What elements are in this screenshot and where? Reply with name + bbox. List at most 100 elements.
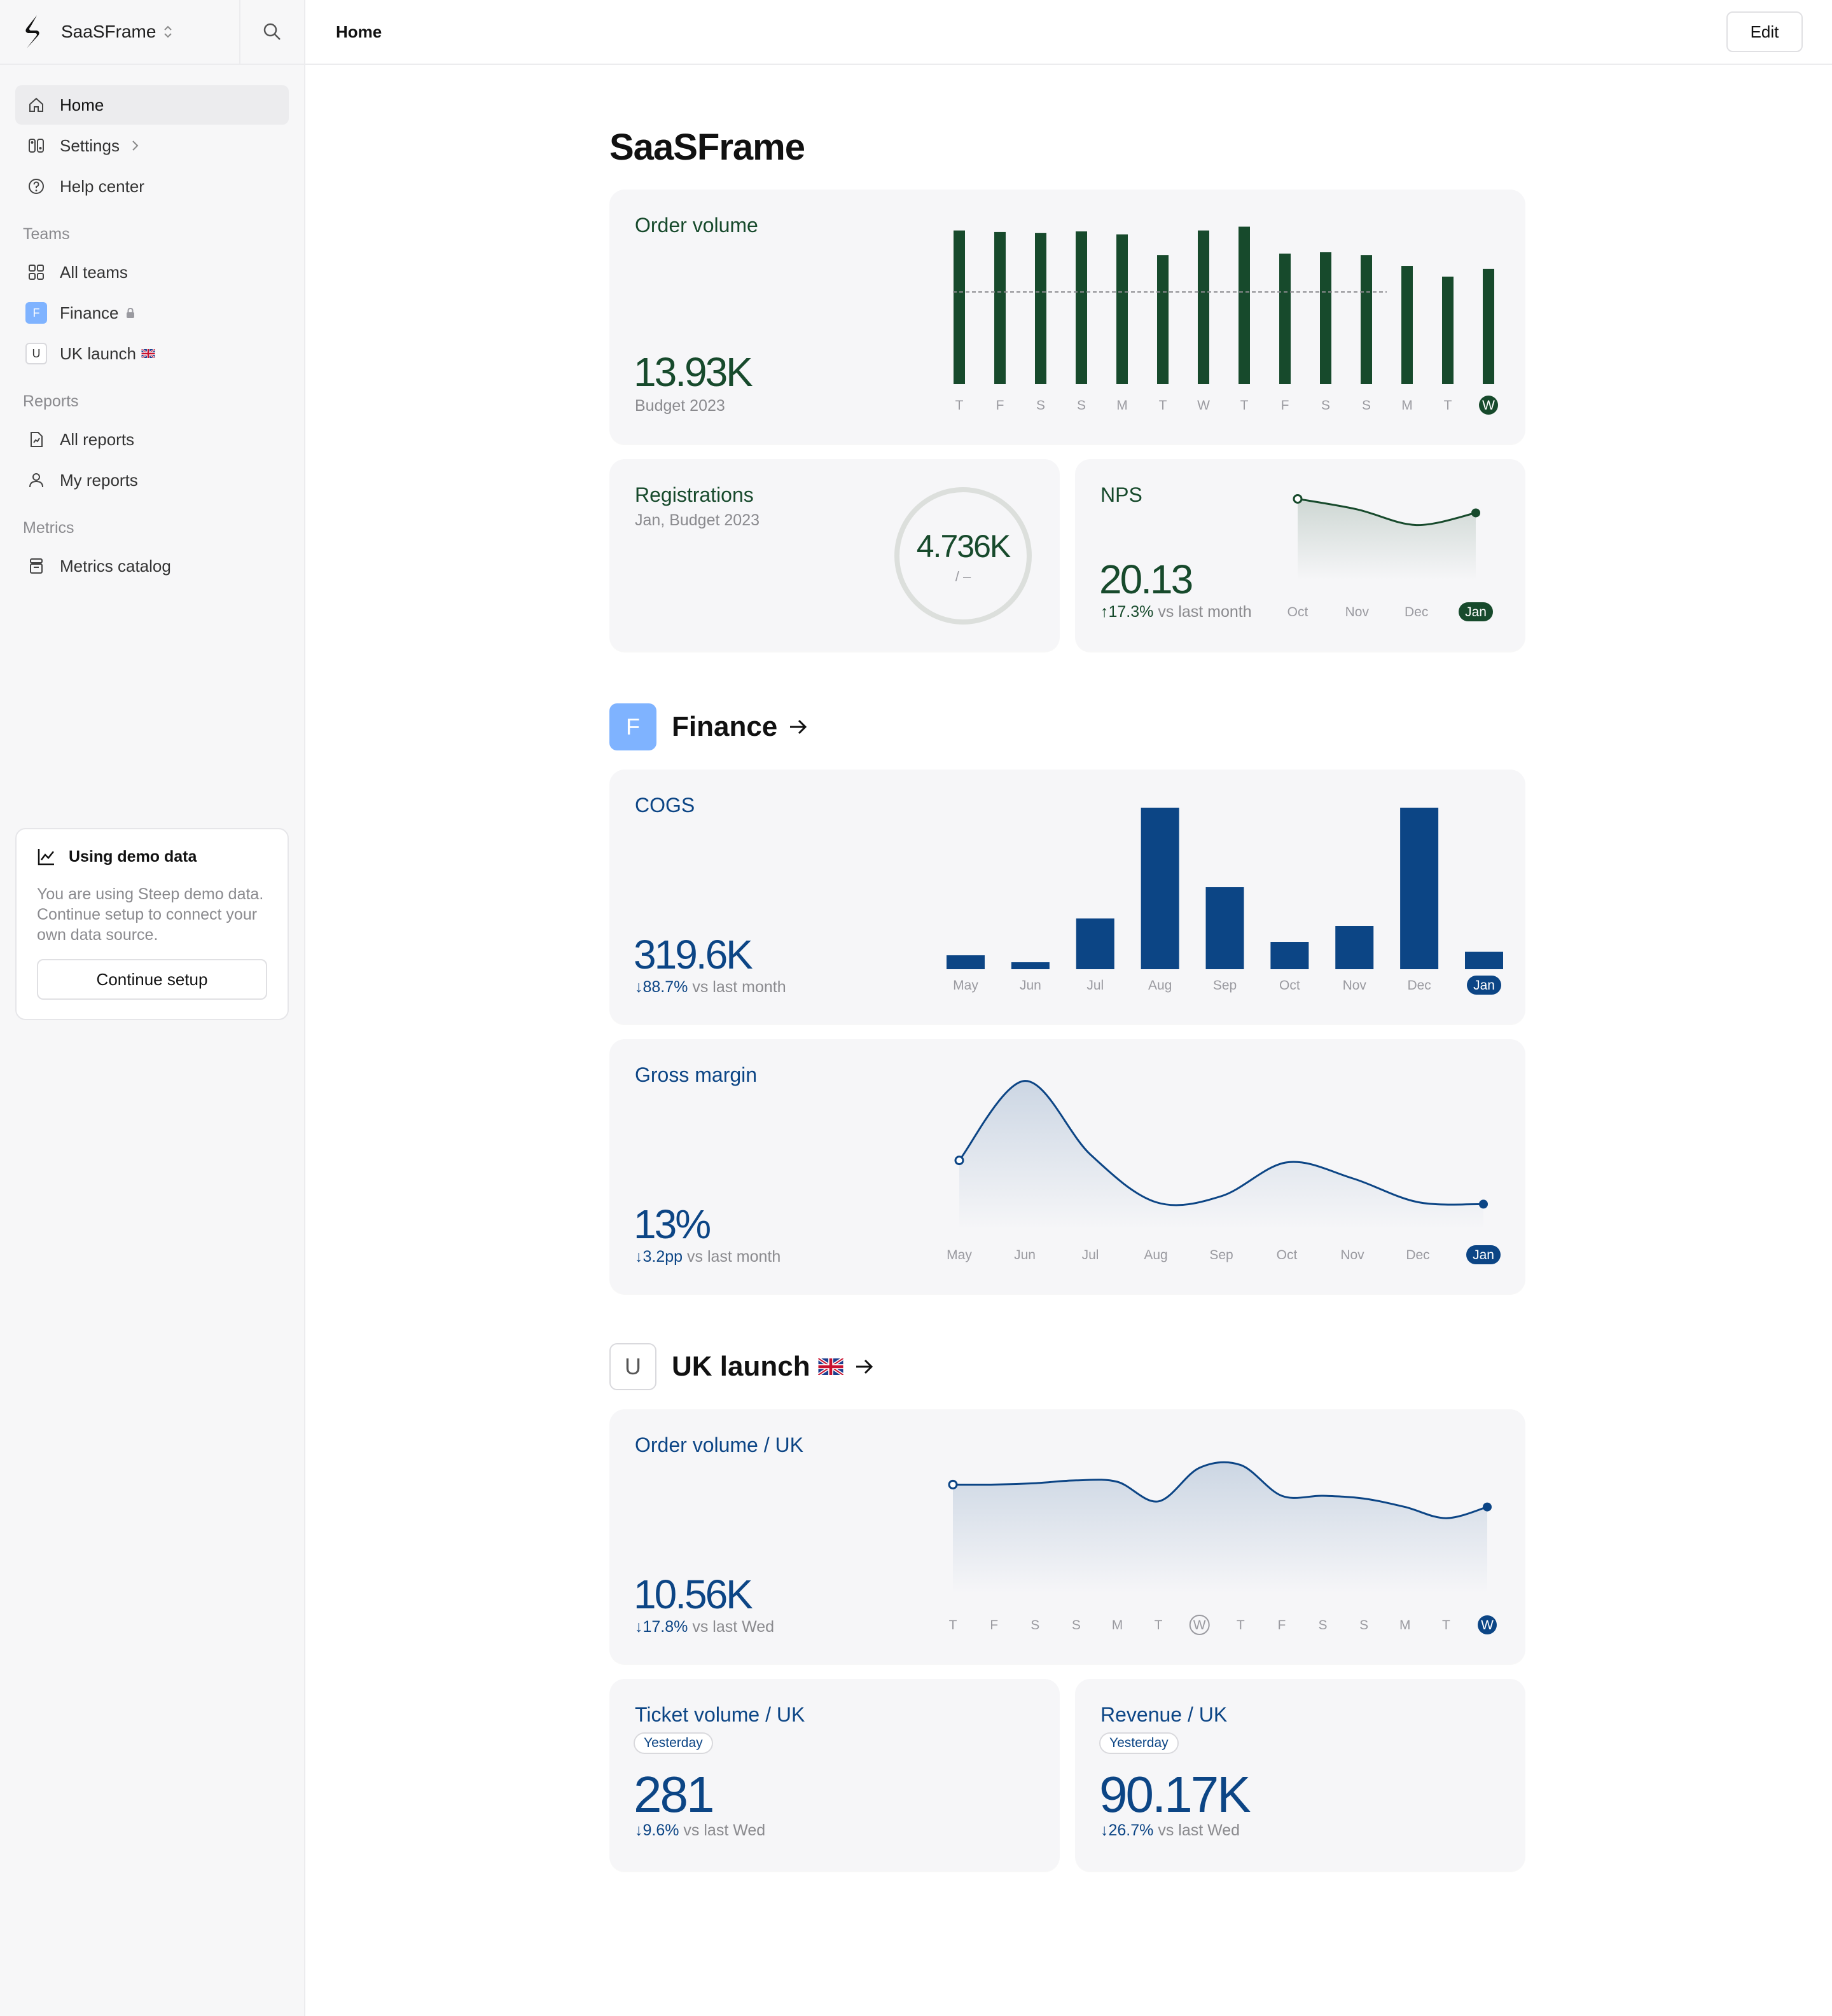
card-value: 13% <box>634 1201 711 1247</box>
card-title: COGS <box>635 794 695 817</box>
delta-suffix: vs last Wed <box>679 1821 766 1839</box>
revenue-uk-card[interactable]: Revenue / UK Yesterday 90.17K ↓26.7% vs … <box>1075 1679 1525 1871</box>
chevron-updown-icon <box>164 25 172 38</box>
tick-label: T <box>1444 398 1452 413</box>
continue-setup-button[interactable]: Continue setup <box>37 959 267 1000</box>
tick-label: Sep <box>1213 978 1237 993</box>
demo-data-title: Using demo data <box>37 847 267 866</box>
bar <box>1198 230 1209 384</box>
sidebar-item-all-reports[interactable]: All reports <box>15 420 289 459</box>
bar <box>1401 266 1413 384</box>
edit-button[interactable]: Edit <box>1726 11 1803 52</box>
bar <box>994 231 1006 384</box>
card-delta: ↓9.6% vs last Wed <box>635 1821 765 1840</box>
tick-label: M <box>1116 398 1128 413</box>
end-point <box>1471 508 1480 518</box>
sidebar-item-label: UK launch <box>60 343 136 363</box>
order-volume-card[interactable]: Order volume 13.93K Budget 2023 T F S S M T W T… <box>609 190 1525 444</box>
workspace-name: SaaSFrame <box>61 22 156 41</box>
tick-label: M <box>1112 1618 1123 1633</box>
registrations-card[interactable]: Registrations Jan, Budget 2023 4.736K / … <box>609 459 1060 651</box>
user-icon <box>25 469 47 491</box>
report-icon <box>25 429 47 450</box>
tick-label: F <box>1278 1618 1286 1633</box>
bar <box>1205 887 1244 969</box>
delta-value: 17.3% <box>1108 603 1154 621</box>
area-fill <box>959 1080 1483 1230</box>
tick-label: W <box>1193 1618 1206 1633</box>
bar <box>1335 926 1374 969</box>
bar <box>1157 255 1169 384</box>
series-line <box>958 1080 1484 1206</box>
team-badge-uk: U <box>25 343 47 364</box>
team-badge-wrapper: U <box>25 343 47 364</box>
gross-margin-chart: May Jun Jul Aug Sep Oct Nov Dec Jan <box>947 1080 1501 1264</box>
sidebar-item-my-reports[interactable]: My reports <box>15 460 289 500</box>
search-icon <box>263 23 281 40</box>
tick-label: Dec <box>1406 1248 1429 1262</box>
tick-highlight <box>1478 1615 1497 1634</box>
sidebar-item-all-teams[interactable]: All teams <box>15 252 289 292</box>
bar <box>1320 252 1331 384</box>
order-volume-uk-card[interactable]: Order volume / UK 10.56K ↓17.8% vs last … <box>609 1409 1525 1664</box>
uk-launch-section-link[interactable]: U UK launch <box>609 1343 875 1390</box>
tick-circle <box>1189 1615 1210 1635</box>
page-title: SaaSFrame <box>609 127 805 168</box>
card-delta: ↓3.2pp vs last month <box>635 1248 781 1266</box>
tick-label: Oct <box>1287 605 1308 619</box>
card-delta: ↓17.8% vs last Wed <box>635 1618 774 1636</box>
workspace-switcher[interactable]: SaaSFrame <box>0 0 240 64</box>
bar <box>1076 918 1114 969</box>
arrow-down-icon: ↓ <box>635 978 643 996</box>
tick-label: T <box>1155 1618 1163 1633</box>
end-point <box>1479 1199 1488 1209</box>
tick-label: Oct <box>1277 1248 1298 1262</box>
tick-label: Dec <box>1407 978 1431 993</box>
sidebar-item-home[interactable]: Home <box>15 85 289 125</box>
tick-label: Dec <box>1405 605 1428 619</box>
demo-data-card: Using demo data You are using Steep demo… <box>15 828 289 1020</box>
tick-label: Jun <box>1014 1248 1036 1262</box>
sidebar-item-label: Help center <box>60 176 144 196</box>
arrow-down-icon: ↓ <box>635 1821 643 1839</box>
sidebar-item-metrics-catalog[interactable]: Metrics catalog <box>15 546 289 586</box>
bar <box>1270 942 1309 969</box>
tick-label: M <box>1399 1618 1411 1633</box>
card-subtitle: Budget 2023 <box>635 397 725 415</box>
breadcrumb[interactable]: Home <box>336 22 382 41</box>
delta-value: 88.7% <box>642 978 688 996</box>
bar <box>1239 226 1250 384</box>
catalog-icon <box>25 555 47 577</box>
gauge-value: 4.736K <box>916 528 1011 564</box>
delta-suffix: vs last month <box>683 1248 781 1266</box>
card-value: 319.6K <box>634 932 753 977</box>
tick-highlight <box>1459 602 1493 621</box>
chevron-right-icon <box>132 141 139 151</box>
tick-label: May <box>947 1248 972 1262</box>
search-button[interactable] <box>240 0 304 64</box>
card-title: NPS <box>1100 483 1142 506</box>
tick-label: S <box>1030 1618 1039 1633</box>
sidebar-item-label: All teams <box>60 262 128 282</box>
reports-section-header: Reports <box>23 392 79 410</box>
ticket-volume-uk-card[interactable]: Ticket volume / UK Yesterday 281 ↓9.6% v… <box>609 1679 1060 1871</box>
cogs-card[interactable]: COGS 319.6K ↓88.7% vs last month May Jun J… <box>609 770 1525 1024</box>
sidebar-nav: Home Settings Help center Teams <box>0 65 304 586</box>
sidebar-item-uk-launch[interactable]: U UK launch <box>15 334 289 373</box>
sidebar-item-label: My reports <box>60 470 138 490</box>
sidebar-item-settings[interactable]: Settings <box>15 126 289 165</box>
card-value: 20.13 <box>1099 556 1193 602</box>
teams-section-header: Teams <box>23 225 70 243</box>
start-point <box>1293 494 1303 504</box>
registrations-gauge <box>894 487 1032 625</box>
sidebar-item-finance[interactable]: F Finance <box>15 293 289 333</box>
bar <box>947 955 985 969</box>
end-point <box>1483 1502 1492 1512</box>
tick-label: M <box>1401 398 1413 413</box>
sidebar-header: SaaSFrame <box>0 0 304 65</box>
sidebar-item-help-center[interactable]: Help center <box>15 167 289 206</box>
bar <box>1483 268 1494 384</box>
nps-card[interactable]: NPS 20.13 ↑17.3% vs last month Oct Nov Dec… <box>1075 459 1525 651</box>
finance-section-link[interactable]: F Finance <box>609 703 809 750</box>
gross-margin-card[interactable]: Gross margin 13% ↓3.2pp vs last month Ma… <box>609 1039 1525 1294</box>
